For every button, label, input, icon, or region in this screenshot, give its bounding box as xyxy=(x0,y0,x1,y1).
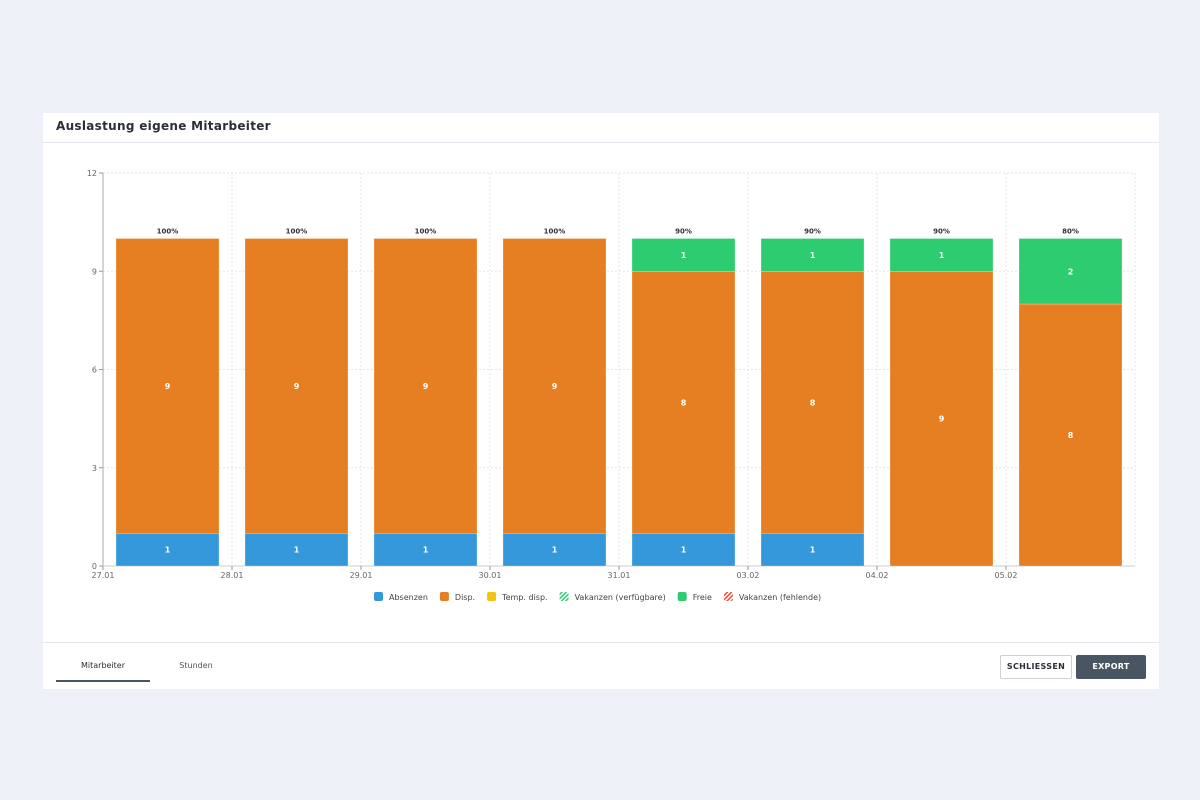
legend-swatch xyxy=(374,592,383,601)
legend-label: Freie xyxy=(693,593,712,602)
bar-segment xyxy=(115,238,220,534)
total-label: 100% xyxy=(415,228,437,236)
segment-label: 1 xyxy=(423,546,429,555)
segment-label: 1 xyxy=(939,251,945,260)
legend-label: Absenzen xyxy=(389,593,428,602)
y-tick-label: 12 xyxy=(87,169,97,178)
bar-segment xyxy=(244,238,349,534)
segment-label: 1 xyxy=(552,546,558,555)
tab-mitarbeiter[interactable]: Mitarbeiter xyxy=(56,643,150,682)
bar-segment xyxy=(631,533,736,567)
total-label: 90% xyxy=(675,228,692,236)
legend-swatch xyxy=(439,592,449,601)
segment-label: 1 xyxy=(294,546,300,555)
total-label: 100% xyxy=(544,228,566,236)
y-tick-label: 0 xyxy=(92,562,97,571)
bar-segment xyxy=(373,533,478,567)
dialog-header: Auslastung eigene Mitarbeiter xyxy=(43,113,1159,143)
y-tick-label: 6 xyxy=(92,366,97,375)
segment-label: 8 xyxy=(1068,431,1074,440)
segment-label: 1 xyxy=(810,546,816,555)
legend-label: Temp. disp. xyxy=(501,593,548,602)
x-tick-label: 30.01 xyxy=(479,571,502,580)
bar-segment xyxy=(631,238,736,272)
bar-segment xyxy=(889,271,994,567)
bar-segment xyxy=(889,238,994,272)
legend-swatch xyxy=(677,592,687,601)
stacked-bar-chart: 03691227.0119100%28.0119100%29.0119100%3… xyxy=(87,169,1136,602)
total-label: 100% xyxy=(286,228,308,236)
dialog: Auslastung eigene Mitarbeiter 0 3 6 9 12 27.0… xyxy=(43,113,1159,689)
segment-label: 9 xyxy=(552,382,558,391)
legend-label: Vakanzen (verfügbare) xyxy=(575,593,666,602)
close-button[interactable]: SCHLIESSEN xyxy=(1000,655,1072,679)
legend-label: Disp. xyxy=(455,593,475,602)
bar-segment xyxy=(502,238,607,534)
segment-label: 9 xyxy=(939,415,945,424)
bar-segment xyxy=(1018,238,1123,305)
y-tick-label: 3 xyxy=(92,464,97,473)
x-tick-label: 27.01 xyxy=(92,571,115,580)
dialog-title: Auslastung eigene Mitarbeiter xyxy=(56,119,271,133)
bar-segment xyxy=(502,533,607,567)
legend-swatch xyxy=(723,592,733,601)
bar-segment xyxy=(760,271,865,534)
total-label: 80% xyxy=(1062,228,1079,236)
y-tick-label: 9 xyxy=(92,267,97,276)
x-tick-label: 28.01 xyxy=(221,571,244,580)
legend-swatch xyxy=(487,592,497,601)
bar-segment xyxy=(115,533,220,567)
bar-segment xyxy=(760,533,865,567)
x-tick-label: 04.02 xyxy=(866,571,889,580)
x-tick-label: 31.01 xyxy=(608,571,631,580)
tab-stunden[interactable]: Stunden xyxy=(179,661,213,670)
segment-label: 9 xyxy=(165,382,171,391)
segment-label: 1 xyxy=(681,546,687,555)
segment-label: 1 xyxy=(810,251,816,260)
total-label: 100% xyxy=(157,228,179,236)
bar-segment xyxy=(373,238,478,534)
segment-label: 1 xyxy=(681,251,687,260)
bar-segment xyxy=(244,533,349,567)
legend-label: Vakanzen (fehlende) xyxy=(739,593,821,602)
bar-segment xyxy=(1018,303,1123,567)
segment-label: 9 xyxy=(294,382,300,391)
x-tick-label: 05.02 xyxy=(995,571,1018,580)
bar-segment xyxy=(631,271,736,534)
segment-label: 8 xyxy=(810,398,816,407)
x-tick-label: 03.02 xyxy=(737,571,760,580)
total-label: 90% xyxy=(933,228,950,236)
segment-label: 2 xyxy=(1068,267,1074,276)
legend-swatch xyxy=(559,592,569,601)
bar-segment xyxy=(760,238,865,272)
total-label: 90% xyxy=(804,228,821,236)
segment-label: 8 xyxy=(681,398,687,407)
dialog-footer: Mitarbeiter Stunden SCHLIESSEN EXPORT xyxy=(43,642,1159,690)
x-tick-label: 29.01 xyxy=(350,571,373,580)
export-button[interactable]: EXPORT xyxy=(1076,655,1146,679)
segment-label: 9 xyxy=(423,382,429,391)
segment-label: 1 xyxy=(165,546,171,555)
